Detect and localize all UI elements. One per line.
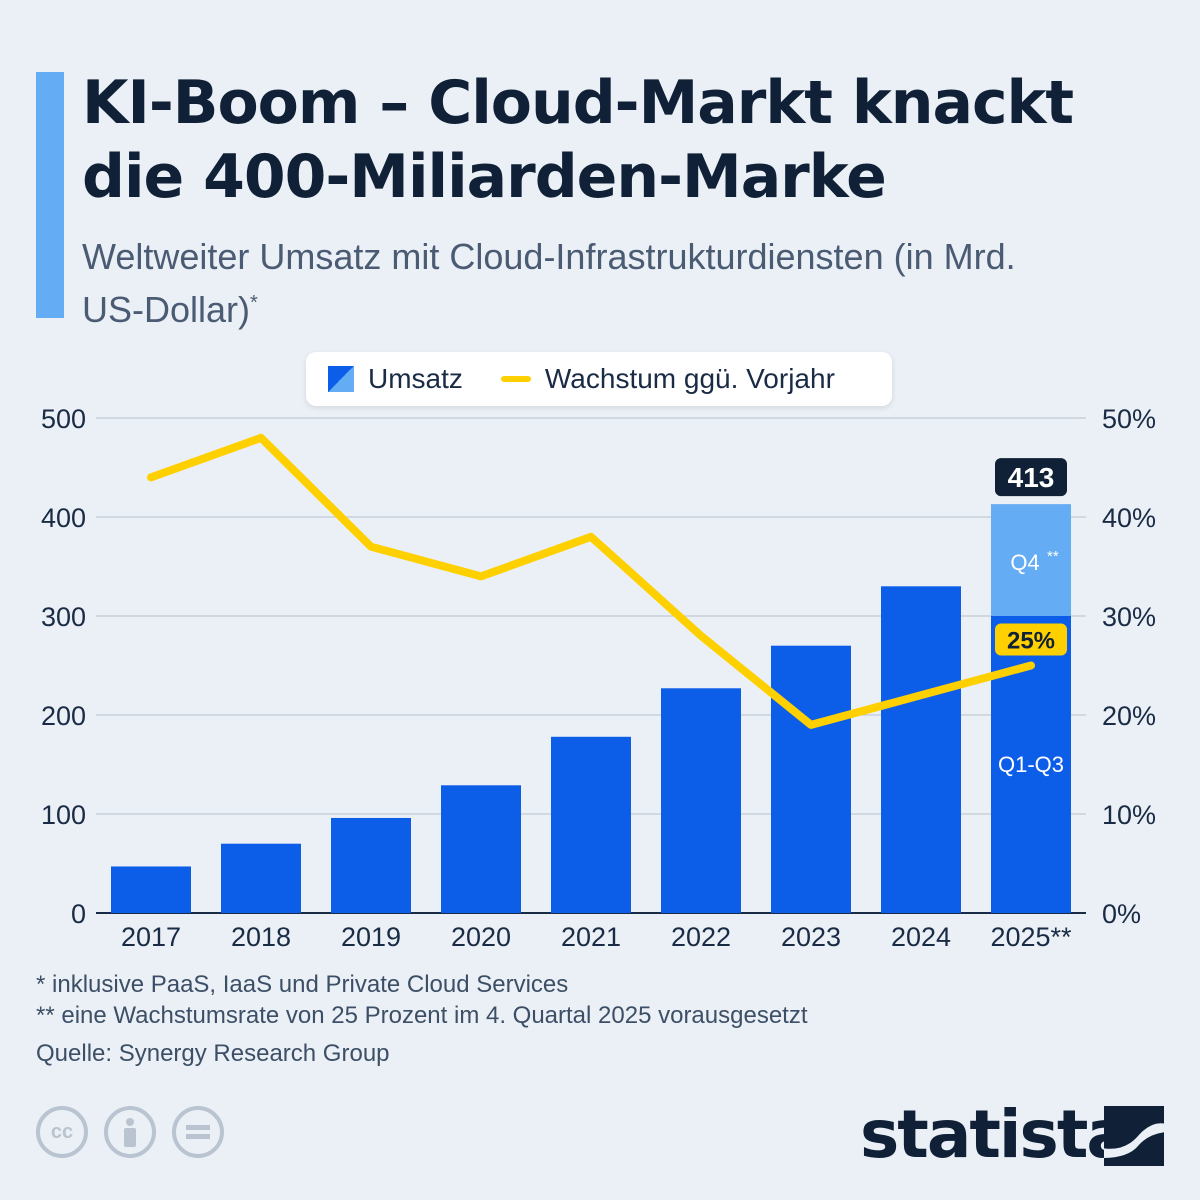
- page-title: KI-Boom – Cloud-Markt knackt die 400-Mil…: [82, 68, 1074, 212]
- legend-revenue-label: Umsatz: [368, 363, 463, 394]
- x-tick-label: 2019: [341, 922, 401, 952]
- bar: [771, 645, 851, 913]
- y-tick-right: 50%: [1102, 404, 1156, 434]
- footnote-1: * inklusive PaaS, IaaS und Private Cloud…: [36, 971, 569, 998]
- cc-icon[interactable]: cc: [36, 1106, 88, 1158]
- q4-label: Q4: [1010, 550, 1039, 575]
- total-label-box: [995, 458, 1067, 497]
- q4-footnote-mark: **: [1047, 548, 1059, 565]
- statista-logo-icon[interactable]: [1104, 1106, 1164, 1166]
- y-tick-right: 0%: [1102, 899, 1141, 929]
- no-derivatives-icon[interactable]: [172, 1106, 224, 1158]
- y-tick-left: 200: [41, 701, 86, 731]
- label-layer: 2017 2018 2019 2020 2021 2022 2023 2024 2025** 41…: [121, 458, 1072, 952]
- q1-q3-label: Q1-Q3: [998, 752, 1064, 777]
- y-tick-right: 40%: [1102, 503, 1156, 533]
- x-tick-label: 2024: [891, 922, 951, 952]
- growth-label: 25%: [1007, 628, 1055, 655]
- bar: [881, 586, 961, 913]
- y-tick-right: 20%: [1102, 701, 1156, 731]
- bar: [661, 688, 741, 913]
- x-tick-label: 2021: [561, 922, 621, 952]
- bar: [111, 866, 191, 913]
- subtitle-text: Weltweiter Umsatz mit Cloud-Infrastruktu…: [82, 236, 1016, 330]
- attribution-icon[interactable]: [104, 1106, 156, 1158]
- legend-revenue-swatch: [328, 366, 354, 392]
- y-tick-left: 100: [41, 800, 86, 830]
- total-label: 413: [1008, 462, 1055, 493]
- statista-wordmark[interactable]: statista: [860, 1096, 1131, 1173]
- x-tick-label: 2018: [231, 922, 291, 952]
- x-tick-label: 2023: [781, 922, 841, 952]
- accent-bar: [36, 72, 64, 318]
- bar: [331, 817, 411, 913]
- bar-2025-q4: [991, 504, 1071, 616]
- bar-layer: [111, 504, 1071, 913]
- y-tick-left: 400: [41, 503, 86, 533]
- growth-line: [147, 433, 1035, 729]
- bar: [221, 843, 301, 913]
- x-tick-label: 2017: [121, 922, 181, 952]
- line-layer: [147, 433, 1035, 729]
- growth-label-box: [995, 623, 1067, 656]
- source-note: Quelle: Synergy Research Group: [36, 1040, 390, 1067]
- legend-growth-label: Wachstum ggü. Vorjahr: [544, 363, 835, 394]
- bar: [551, 736, 631, 913]
- bar: [441, 785, 521, 913]
- y-tick-right: 30%: [1102, 602, 1156, 632]
- subtitle-footnote-mark: *: [250, 292, 258, 314]
- y-tick-left: 300: [41, 602, 86, 632]
- page-subtitle: Weltweiter Umsatz mit Cloud-Infrastruktu…: [82, 234, 1082, 333]
- legend-growth-swatch: [500, 376, 531, 382]
- x-tick-label: 2020: [451, 922, 511, 952]
- footnote-2: ** eine Wachstumsrate von 25 Prozent im …: [36, 1002, 808, 1029]
- x-tick-label: 2022: [671, 922, 731, 952]
- y-tick-right: 10%: [1102, 800, 1156, 830]
- license-icons: cc: [36, 1106, 224, 1158]
- chart-legend: Umsatz Wachstum ggü. Vorjahr: [306, 352, 892, 406]
- y-tick-left: 500: [41, 404, 86, 434]
- y-tick-left: 0: [71, 899, 86, 929]
- x-tick-label: 2025**: [990, 922, 1072, 952]
